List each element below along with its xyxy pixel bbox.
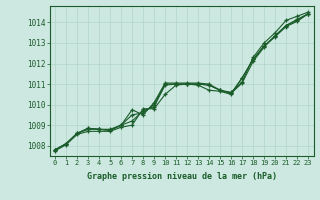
X-axis label: Graphe pression niveau de la mer (hPa): Graphe pression niveau de la mer (hPa)	[87, 172, 276, 181]
